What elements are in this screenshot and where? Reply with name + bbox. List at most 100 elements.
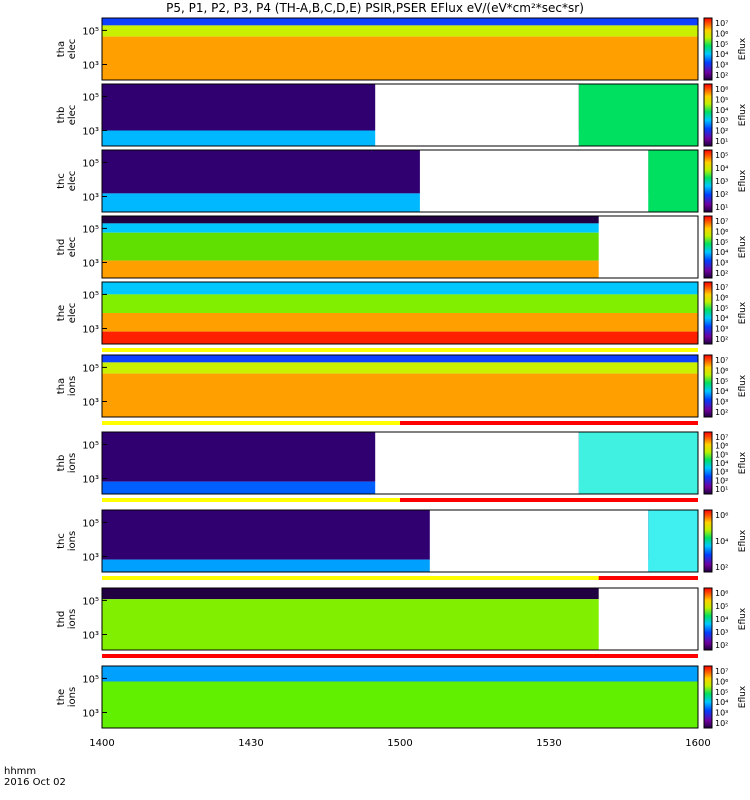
- post-gap-data-thb-ions-0: [578, 432, 698, 494]
- spectrogram-band-the-elec-0: [102, 282, 698, 295]
- colorbar-tick-the-ions-5: 10²: [715, 719, 728, 728]
- colorbar-tick-tha-ions-2: 10⁵: [715, 377, 728, 386]
- colorbar-tick-thc-elec-3: 10²: [715, 190, 728, 199]
- colorbar-tick-thb-elec-2: 10⁴: [715, 106, 728, 115]
- spectrogram-band-thd-ions-1: [102, 599, 698, 650]
- colorbar-tick-tha-ions-1: 10⁶: [715, 366, 728, 375]
- colorbar-tick-thd-elec-2: 10⁵: [715, 238, 728, 247]
- colorbar-thc-ions: [703, 509, 713, 573]
- colorbar-tick-the-elec-4: 10³: [715, 325, 728, 334]
- spectrogram-band-tha-ions-0: [102, 355, 698, 363]
- colorbar-tick-thc-ions-2: 10²: [715, 563, 728, 572]
- y-tick-label-thd-ions-1: 10³: [82, 631, 99, 642]
- colorbar-tick-thc-elec-4: 10¹: [715, 203, 728, 212]
- spectrogram-band-the-ions-0: [102, 666, 698, 682]
- colorbar-tick-tha-elec-1: 10⁶: [715, 29, 728, 38]
- y-tick-label-tha-ions-1: 10³: [82, 398, 99, 409]
- chart-title: P5, P1, P2, P3, P4 (TH-A,B,C,D,E) PSIR,P…: [166, 1, 584, 15]
- colorbar-the-ions: [703, 665, 713, 729]
- post-gap-data-thb-elec-0: [578, 84, 698, 146]
- data-gap-thc-elec-0: [419, 150, 649, 212]
- colorbar-thb-elec: [703, 83, 713, 147]
- data-gap-thd-elec-0: [598, 216, 698, 278]
- panel-label-thd-elec: thdelec: [56, 237, 78, 258]
- y-tick-label-thb-ions-1: 10³: [82, 475, 99, 486]
- colorbar-tick-thb-ions-3: 10⁴: [715, 459, 728, 468]
- post-gap-data-thc-ions-0: [648, 510, 698, 572]
- panel-label-thb-elec: thbelec: [56, 105, 78, 126]
- colorbar-tick-the-elec-3: 10⁴: [715, 314, 728, 323]
- colorbar-tick-thd-elec-4: 10³: [715, 259, 728, 268]
- y-tick-label-the-elec-0: 10⁵: [82, 290, 99, 301]
- colorbar-thc-elec: [703, 149, 713, 213]
- colorbar-thd-ions: [703, 587, 713, 651]
- colorbar-tick-thc-elec-1: 10⁴: [715, 164, 728, 173]
- colorbar-tick-thc-ions-0: 10⁶: [715, 511, 728, 520]
- y-tick-label-thc-elec-0: 10⁵: [82, 158, 99, 169]
- y-tick-label-thb-ions-0: 10⁵: [82, 440, 99, 451]
- spectrogram-band-tha-ions-1: [102, 362, 698, 374]
- panel-label-thd-ions: thdions: [56, 609, 78, 629]
- colorbar-tick-tha-elec-3: 10⁴: [715, 50, 728, 59]
- mode-bar-yellow-thc-ions: [102, 576, 599, 580]
- colorbar-tick-the-elec-5: 10²: [715, 335, 728, 344]
- panel-frame-thb-elec: [101, 83, 699, 147]
- mode-bar-thd-ions: [102, 654, 698, 658]
- post-gap-data-thc-elec-0: [648, 150, 698, 212]
- mode-bar-yellow-thb-ions: [102, 498, 400, 502]
- colorbar-tick-thb-elec-4: 10²: [715, 127, 728, 136]
- colorbar-tick-the-ions-2: 10⁵: [715, 688, 728, 697]
- colorbar-label-tha-elec: Eflux: [738, 37, 748, 60]
- colorbar-tick-tha-elec-0: 10⁷: [715, 19, 728, 28]
- colorbar-tick-thd-ions-4: 10²: [715, 641, 728, 650]
- panel-frame-thd-ions: [101, 587, 699, 651]
- colorbar-tick-thd-elec-1: 10⁶: [715, 227, 728, 236]
- y-tick-label-thc-ions-1: 10³: [82, 553, 99, 564]
- panel-frame-tha-elec: [101, 17, 699, 81]
- spectrogram-band-the-elec-3: [102, 331, 698, 344]
- spectrogram-band-tha-ions-2: [102, 373, 698, 417]
- mode-bar-yellow-tha-ions: [102, 421, 400, 425]
- spectrogram-band-tha-elec-2: [102, 36, 698, 80]
- spectrogram-band-thd-elec-0: [102, 216, 698, 224]
- colorbar-tick-thb-ions-5: 10²: [715, 476, 728, 485]
- spectrogram-band-tha-elec-0: [102, 18, 698, 26]
- panel-frame-thb-ions: [101, 431, 699, 495]
- panel-label-tha-ions: thaions: [56, 376, 78, 396]
- colorbar-tick-the-elec-0: 10⁷: [715, 283, 728, 292]
- data-gap-thb-ions-0: [375, 432, 579, 494]
- x-tick-label-0: 1400: [89, 738, 114, 749]
- y-tick-label-tha-ions-0: 10⁵: [82, 363, 99, 374]
- x-tick-label-4: 1600: [685, 738, 710, 749]
- colorbar-tick-thd-ions-1: 10⁵: [715, 602, 728, 611]
- y-tick-label-thc-elec-1: 10³: [82, 193, 99, 204]
- spectrogram-band-the-elec-1: [102, 294, 698, 313]
- colorbar-tha-ions: [703, 354, 713, 418]
- colorbar-tick-tha-elec-4: 10³: [715, 61, 728, 70]
- y-tick-label-the-ions-1: 10³: [82, 709, 99, 720]
- colorbar-tick-thb-elec-0: 10⁶: [715, 85, 728, 94]
- colorbar-tick-the-elec-1: 10⁶: [715, 293, 728, 302]
- y-tick-label-thd-elec-1: 10³: [82, 259, 99, 270]
- x-tick-label-3: 1530: [536, 738, 561, 749]
- data-gap-thc-ions-0: [429, 510, 649, 572]
- y-tick-label-thd-ions-0: 10⁵: [82, 596, 99, 607]
- panel-frame-tha-ions: [101, 354, 699, 418]
- colorbar-thd-elec: [703, 215, 713, 279]
- colorbar-tick-the-ions-4: 10³: [715, 709, 728, 718]
- y-tick-label-thb-elec-1: 10³: [82, 127, 99, 138]
- colorbar-tick-tha-ions-3: 10⁴: [715, 387, 728, 396]
- panel-label-thb-ions: thbions: [56, 453, 78, 473]
- colorbar-tick-the-ions-0: 10⁷: [715, 667, 728, 676]
- colorbar-label-thc-ions: Eflux: [738, 529, 748, 552]
- colorbar-tick-thb-ions-2: 10⁵: [715, 450, 728, 459]
- y-tick-label-thd-elec-0: 10⁵: [82, 224, 99, 235]
- colorbar-tick-thc-elec-0: 10⁵: [715, 151, 728, 160]
- y-tick-label-tha-elec-1: 10³: [82, 61, 99, 72]
- panel-frame-thc-ions: [101, 509, 699, 573]
- spectrogram-band-thd-elec-2: [102, 232, 698, 261]
- panel-label-the-ions: theions: [56, 687, 78, 707]
- spectrogram-band-thd-ions-0: [102, 588, 698, 600]
- colorbar-tick-thb-ions-1: 10⁶: [715, 442, 728, 451]
- colorbar-tick-the-ions-3: 10⁴: [715, 698, 728, 707]
